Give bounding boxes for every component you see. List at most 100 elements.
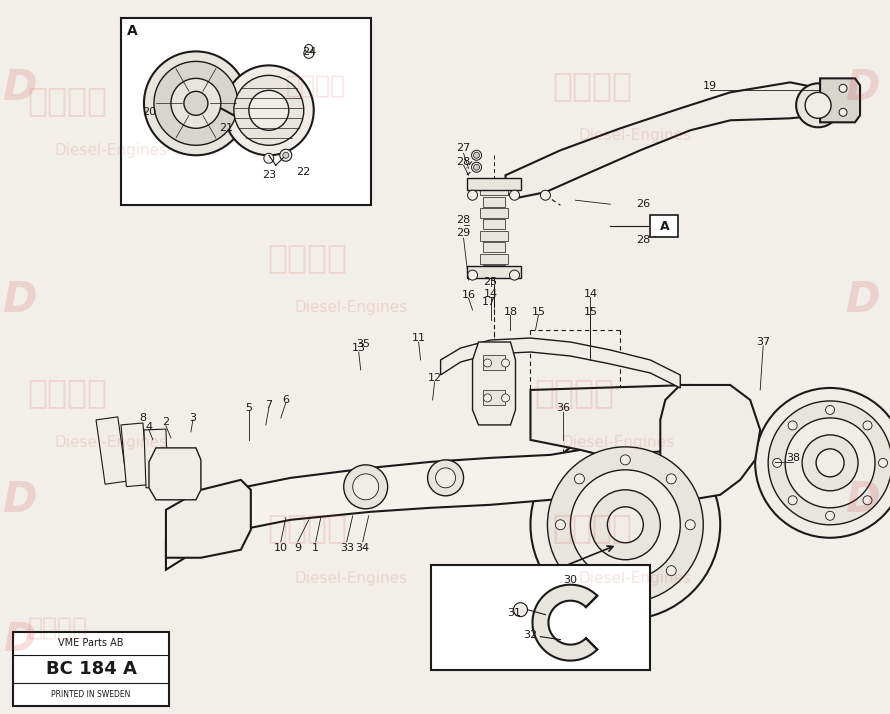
Circle shape xyxy=(547,447,703,603)
Text: 紫发动力: 紫发动力 xyxy=(535,376,614,409)
Text: A: A xyxy=(126,24,137,39)
Circle shape xyxy=(607,507,643,543)
Polygon shape xyxy=(532,585,597,660)
Circle shape xyxy=(826,406,835,414)
Bar xyxy=(431,565,651,670)
Circle shape xyxy=(570,470,680,580)
Polygon shape xyxy=(506,82,830,198)
Bar xyxy=(482,196,505,206)
Circle shape xyxy=(352,474,378,500)
Text: 1: 1 xyxy=(312,543,320,553)
Text: 16: 16 xyxy=(462,290,475,300)
Text: 紫发动力: 紫发动力 xyxy=(28,616,88,640)
Text: 紫发动力: 紫发动力 xyxy=(268,241,348,273)
Circle shape xyxy=(789,496,797,505)
Bar xyxy=(466,266,522,278)
Bar xyxy=(480,253,507,263)
Circle shape xyxy=(620,585,630,595)
Text: 6: 6 xyxy=(282,395,289,405)
Bar xyxy=(480,231,507,241)
Text: 38: 38 xyxy=(786,453,800,463)
Circle shape xyxy=(467,190,478,200)
Text: 7: 7 xyxy=(265,400,272,410)
Text: Diesel-Engines: Diesel-Engines xyxy=(561,435,675,450)
Circle shape xyxy=(768,401,890,525)
Circle shape xyxy=(435,468,456,488)
Text: Diesel-Engines: Diesel-Engines xyxy=(54,435,167,450)
Text: 19: 19 xyxy=(703,81,717,91)
Circle shape xyxy=(773,458,781,468)
Circle shape xyxy=(802,435,858,491)
Text: 紫发动力: 紫发动力 xyxy=(286,74,345,98)
Text: 22: 22 xyxy=(295,167,310,177)
Text: 37: 37 xyxy=(756,337,770,347)
Bar xyxy=(466,178,522,190)
Circle shape xyxy=(472,150,481,160)
Text: 33: 33 xyxy=(340,543,353,553)
Text: VME Parts AB: VME Parts AB xyxy=(59,638,124,648)
Text: 17: 17 xyxy=(481,297,496,307)
Text: 24: 24 xyxy=(302,47,316,57)
Polygon shape xyxy=(530,385,730,455)
Text: 10: 10 xyxy=(274,543,287,553)
Bar xyxy=(482,390,505,405)
Text: BC 184 A: BC 184 A xyxy=(45,660,136,678)
Bar xyxy=(144,429,168,488)
Polygon shape xyxy=(166,445,601,570)
Polygon shape xyxy=(473,342,515,425)
Circle shape xyxy=(509,190,520,200)
Circle shape xyxy=(483,359,491,367)
Text: 2: 2 xyxy=(162,417,169,427)
Text: Diesel-Engines: Diesel-Engines xyxy=(578,129,692,144)
Text: 28: 28 xyxy=(457,215,471,225)
Polygon shape xyxy=(820,79,860,122)
Text: 28: 28 xyxy=(457,157,471,167)
Circle shape xyxy=(756,388,890,538)
Circle shape xyxy=(473,164,480,170)
Text: 9: 9 xyxy=(295,543,302,553)
Text: 8: 8 xyxy=(140,413,147,423)
Bar xyxy=(480,185,507,195)
Text: 4: 4 xyxy=(145,422,152,432)
Text: 18: 18 xyxy=(504,307,518,317)
Bar xyxy=(13,632,169,705)
Text: 27: 27 xyxy=(457,144,471,154)
Text: 14: 14 xyxy=(583,289,597,299)
Circle shape xyxy=(685,520,695,530)
Text: 35: 35 xyxy=(356,339,369,349)
Circle shape xyxy=(144,51,247,155)
Text: 紫发动力: 紫发动力 xyxy=(552,512,632,545)
Circle shape xyxy=(234,76,303,145)
Circle shape xyxy=(863,421,872,430)
Circle shape xyxy=(667,565,676,575)
Text: 31: 31 xyxy=(507,608,522,618)
Circle shape xyxy=(501,394,509,402)
Text: D: D xyxy=(3,620,36,658)
Bar xyxy=(121,423,149,487)
Circle shape xyxy=(483,394,491,402)
Circle shape xyxy=(249,91,288,130)
Circle shape xyxy=(878,458,887,468)
Circle shape xyxy=(514,603,528,617)
Circle shape xyxy=(473,152,480,159)
Circle shape xyxy=(501,359,509,367)
Text: 11: 11 xyxy=(411,333,425,343)
Circle shape xyxy=(171,79,221,129)
Text: 36: 36 xyxy=(556,403,570,413)
Circle shape xyxy=(574,474,585,484)
Bar xyxy=(482,242,505,252)
Circle shape xyxy=(304,44,312,52)
Text: 14: 14 xyxy=(483,289,498,299)
Text: 5: 5 xyxy=(246,403,253,413)
Text: D: D xyxy=(2,479,36,521)
Text: 32: 32 xyxy=(523,630,538,640)
Bar xyxy=(121,19,370,205)
Circle shape xyxy=(839,84,847,92)
Bar xyxy=(482,265,505,275)
Text: Diesel-Engines: Diesel-Engines xyxy=(295,300,408,315)
Text: 21: 21 xyxy=(219,124,233,134)
Text: D: D xyxy=(845,67,879,109)
Circle shape xyxy=(530,430,720,620)
Circle shape xyxy=(816,449,844,477)
Circle shape xyxy=(279,149,292,161)
